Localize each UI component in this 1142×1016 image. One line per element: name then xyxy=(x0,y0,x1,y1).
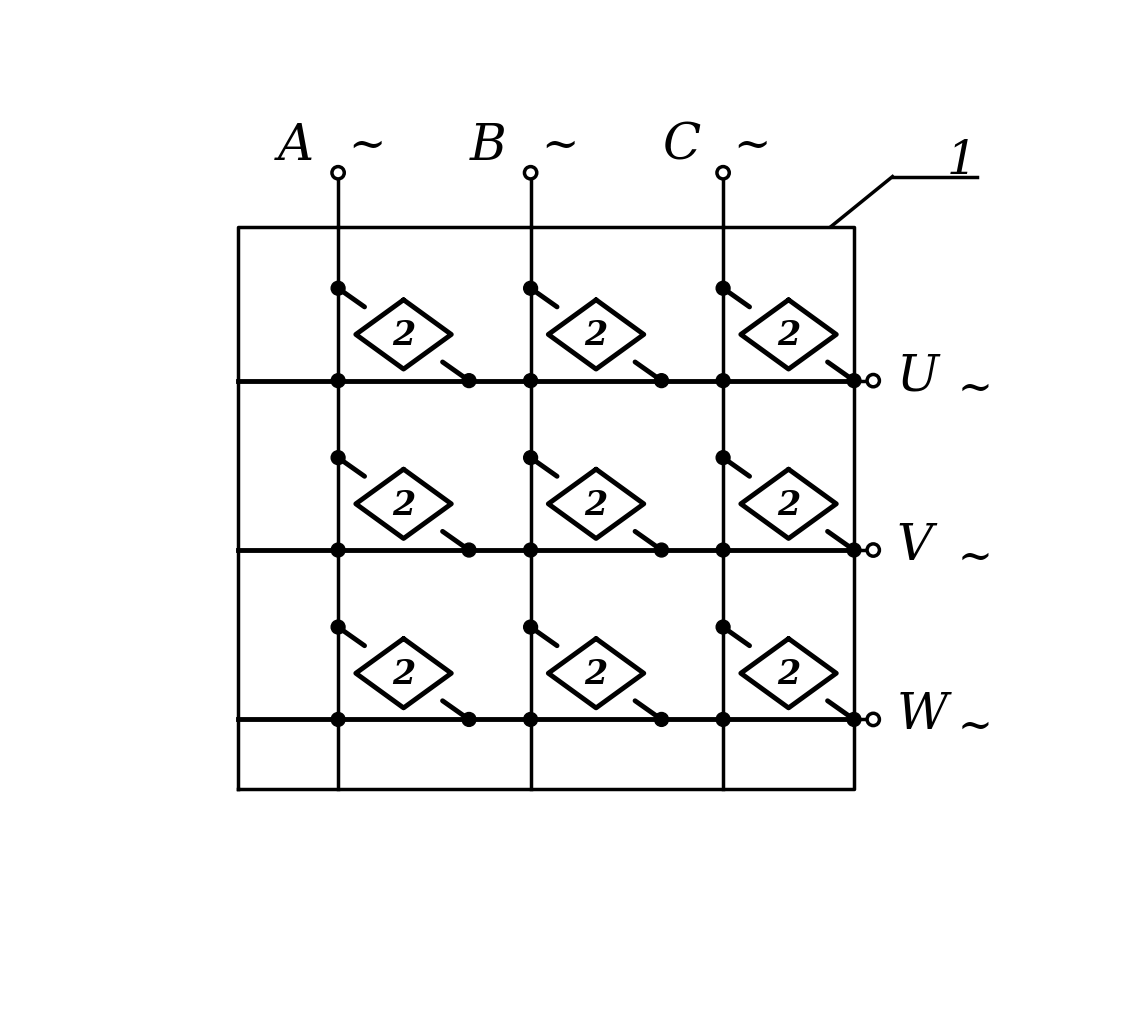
Text: 2: 2 xyxy=(585,319,608,353)
Text: W: W xyxy=(896,691,948,741)
Circle shape xyxy=(717,167,730,179)
Circle shape xyxy=(463,374,476,387)
Circle shape xyxy=(524,544,538,557)
Circle shape xyxy=(716,451,730,464)
Circle shape xyxy=(332,167,344,179)
Text: 2: 2 xyxy=(585,658,608,691)
Text: A: A xyxy=(278,121,314,171)
Text: C: C xyxy=(661,121,700,171)
Circle shape xyxy=(867,713,879,725)
Text: ~: ~ xyxy=(348,124,386,168)
Text: ~: ~ xyxy=(958,706,992,748)
Circle shape xyxy=(331,544,345,557)
Circle shape xyxy=(867,375,879,387)
Circle shape xyxy=(654,544,668,557)
Circle shape xyxy=(524,167,537,179)
Circle shape xyxy=(331,712,345,726)
Text: 2: 2 xyxy=(585,489,608,522)
Circle shape xyxy=(524,712,538,726)
Circle shape xyxy=(716,374,730,387)
Circle shape xyxy=(847,544,861,557)
Circle shape xyxy=(331,451,345,464)
Text: ~: ~ xyxy=(541,124,579,168)
Circle shape xyxy=(716,620,730,634)
Text: 2: 2 xyxy=(777,658,801,691)
Text: 2: 2 xyxy=(777,489,801,522)
Text: 2: 2 xyxy=(777,319,801,353)
Circle shape xyxy=(463,712,476,726)
Circle shape xyxy=(524,620,538,634)
Circle shape xyxy=(654,374,668,387)
Circle shape xyxy=(524,281,538,296)
Circle shape xyxy=(716,281,730,296)
Circle shape xyxy=(654,712,668,726)
Circle shape xyxy=(716,712,730,726)
Circle shape xyxy=(331,281,345,296)
Circle shape xyxy=(463,544,476,557)
Text: 1: 1 xyxy=(947,138,976,184)
Text: ~: ~ xyxy=(958,536,992,579)
Circle shape xyxy=(524,374,538,387)
Text: 2: 2 xyxy=(392,319,416,353)
Text: U: U xyxy=(896,353,939,401)
Text: 2: 2 xyxy=(392,489,416,522)
Text: B: B xyxy=(469,121,507,171)
Circle shape xyxy=(331,620,345,634)
Text: ~: ~ xyxy=(733,124,771,168)
Text: ~: ~ xyxy=(958,368,992,409)
Circle shape xyxy=(716,544,730,557)
Circle shape xyxy=(847,374,861,387)
Text: V: V xyxy=(896,521,933,571)
Circle shape xyxy=(847,712,861,726)
Circle shape xyxy=(331,374,345,387)
Circle shape xyxy=(867,544,879,556)
Circle shape xyxy=(524,451,538,464)
Text: 2: 2 xyxy=(392,658,416,691)
